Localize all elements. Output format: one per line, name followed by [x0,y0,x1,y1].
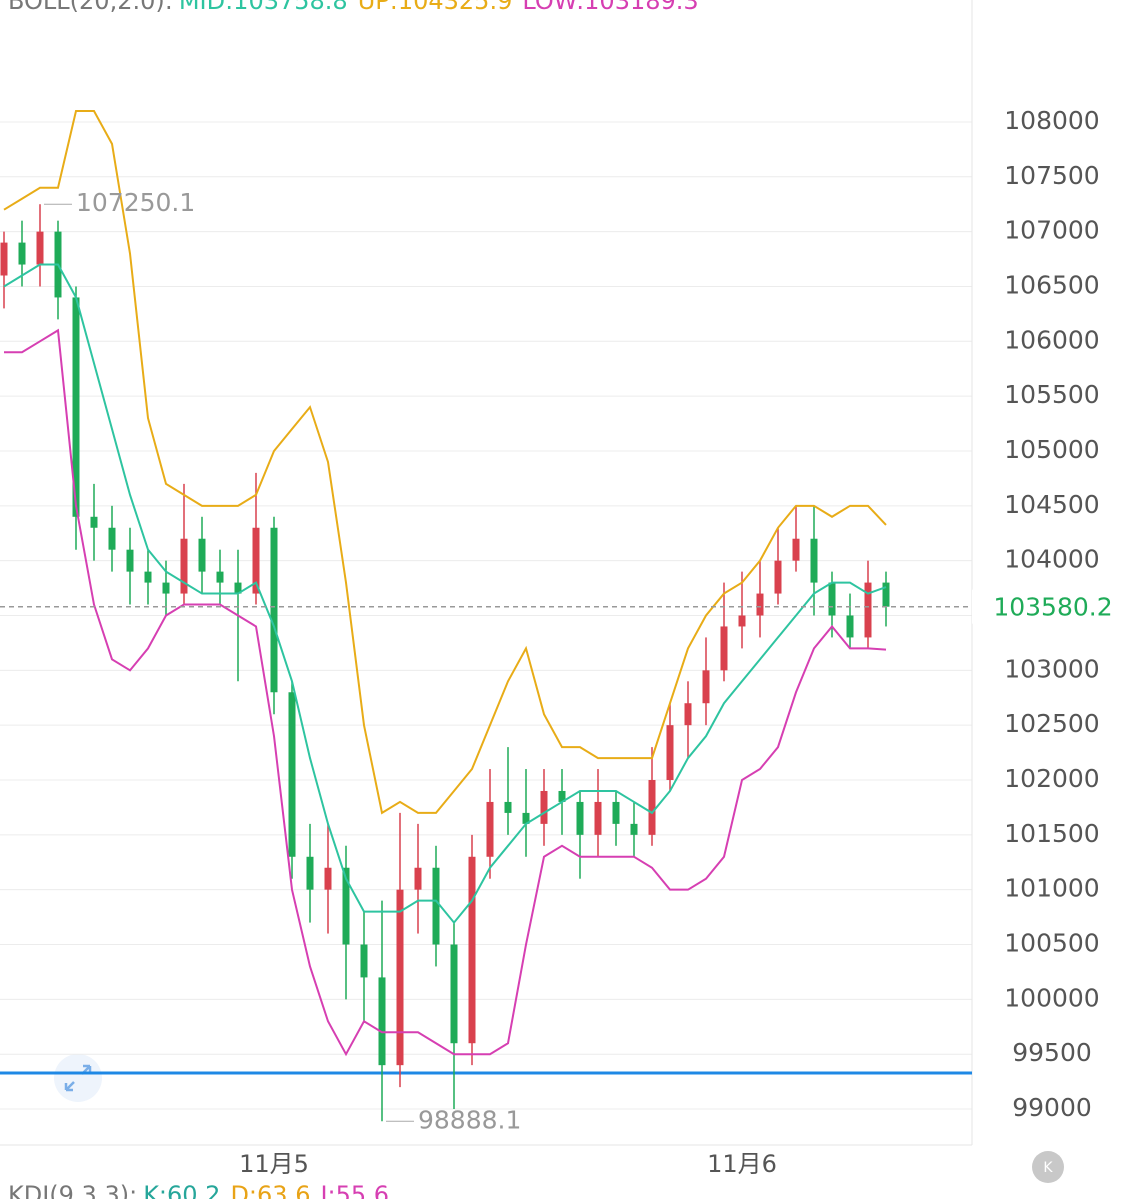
candle-body [738,615,746,627]
candle-body [846,615,854,638]
candle-body [756,593,764,616]
bottom-legend-label: D:63.6 [230,1181,310,1199]
candle-body [180,538,188,594]
y-tick-label: 101500 [1004,819,1099,848]
candle-body [810,538,818,583]
annotation-label: 98888.1 [418,1105,521,1134]
candle-body [720,626,728,671]
candle-body [684,703,692,726]
corner-icon-label: K [1043,1160,1053,1176]
band-line [4,328,887,1057]
candle-body [432,867,440,945]
y-tick-label: 108000 [1004,106,1099,135]
expand-arrows [64,1064,92,1092]
legend-label: LOW:103189.3 [522,0,698,15]
bottom-legend-label: K:60.2 [143,1181,220,1199]
y-tick-label: 100500 [1004,929,1099,958]
candle-body [504,801,512,813]
candle-body [576,801,584,835]
candle-body [108,527,116,550]
legend-label: UP:104325.9 [358,0,513,15]
candle-body [864,582,872,638]
y-tick-label: 106500 [1004,270,1099,299]
y-tick-label: 105000 [1004,435,1099,464]
x-tick-label: 11月6 [707,1150,777,1178]
y-tick-label: 107000 [1004,216,1099,245]
corner-icon[interactable] [1032,1151,1064,1183]
candle-body [774,560,782,594]
candle-body [144,571,152,583]
candle-body [792,538,800,561]
candle-body [288,692,296,857]
current-price-label: 103580.2 [993,593,1112,622]
candle-body [450,944,458,1044]
y-tick-label: 107500 [1004,161,1099,190]
legend-label: MID:103758.8 [179,0,348,15]
candle-body [126,549,134,572]
y-tick-label: 104000 [1004,545,1099,574]
candle-body [72,297,80,517]
candle-body [540,790,548,824]
candle-body [702,670,710,704]
annotation-label: 107250.1 [76,188,195,217]
expand-icon[interactable] [54,1054,102,1102]
candle-body [666,725,674,781]
x-tick-label: 11月5 [239,1150,309,1178]
candle-body [648,780,656,835]
candle-body [36,231,44,265]
candle-body [468,856,476,1044]
current-price-box [972,589,1133,624]
bottom-indicator-label: KDJ(9,3,3): [8,1181,137,1199]
candle-body [324,867,332,890]
candle-body [594,801,602,835]
y-tick-label: 105500 [1004,380,1099,409]
candle-body [0,242,8,276]
y-tick-label: 106000 [1004,325,1099,354]
candle-body [522,812,530,824]
candle-body [90,516,98,528]
y-tick-label: 102000 [1004,764,1099,793]
candle-body [558,790,566,802]
candle-body [342,867,350,945]
candle-body [234,582,242,594]
y-tick-label: 99500 [1012,1038,1092,1067]
candle-body [360,944,368,978]
candle-body [18,242,26,265]
y-tick-label: 100000 [1004,983,1099,1012]
bottom-legend-label: J:55.6 [318,1181,389,1199]
candle-body [396,889,404,1066]
y-tick-label: 101000 [1004,874,1099,903]
candle-body [828,582,836,616]
y-tick-label: 103000 [1004,654,1099,683]
indicator-label: BOLL(20,2.0): [8,0,173,15]
y-tick-label: 104500 [1004,490,1099,519]
candle-body [612,801,620,824]
band-line [3,263,887,925]
candle-body [630,823,638,835]
candle-body [882,582,890,607]
candle-body [252,527,260,594]
candle-body [486,801,494,857]
candle-body [270,527,278,693]
candle-body [162,582,170,594]
y-tick-label: 99000 [1012,1093,1092,1122]
candle-body [198,538,206,572]
band-line [3,109,887,815]
y-tick-label: 102500 [1004,709,1099,738]
candle-body [216,571,224,583]
candle-body [378,977,386,1066]
candle-body [306,856,314,890]
candle-body [414,867,422,890]
